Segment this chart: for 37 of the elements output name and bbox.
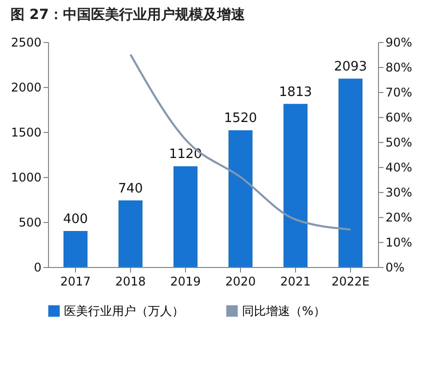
y2-tick-label: 10% [386, 236, 412, 250]
x-tick-label: 2019 [170, 274, 201, 288]
data-label: 400 [63, 212, 88, 227]
x-tick-label: 2022E [331, 274, 370, 288]
x-tick-label: 2020 [225, 274, 256, 288]
y-tick-label: 500 [18, 216, 42, 230]
y-tick-label: 1000 [10, 170, 42, 184]
y2-tick-label: 40% [386, 160, 412, 174]
data-label: 2093 [334, 60, 368, 75]
data-label: 740 [118, 181, 143, 196]
y-tick-label: 2000 [10, 80, 42, 94]
bar [338, 78, 362, 267]
x-tick-label: 2017 [60, 274, 91, 288]
y2-tick-label: 0% [386, 260, 405, 274]
chart-title: 图 27：中国医美行业用户规模及增速 [10, 6, 246, 23]
bar [174, 166, 198, 267]
bar [64, 231, 88, 267]
legend-label: 同比增速（%） [242, 304, 326, 318]
bar [284, 104, 308, 267]
y2-tick-label: 90% [386, 36, 412, 50]
data-label: 1813 [278, 84, 312, 100]
y2-tick-label: 20% [386, 210, 412, 224]
data-label: 1520 [224, 111, 258, 126]
bar [118, 200, 142, 267]
y-tick-label: 2500 [10, 36, 42, 50]
bar [228, 130, 252, 267]
y2-tick-label: 80% [386, 60, 412, 74]
data-label: 1120 [168, 147, 202, 162]
y2-tick-label: 70% [386, 86, 412, 100]
y2-tick-label: 30% [386, 186, 412, 200]
x-tick-label: 2018 [115, 274, 146, 288]
y-tick-label: 1500 [10, 126, 42, 140]
legend-label: 医美行业用户（万人） [64, 304, 184, 318]
y2-tick-label: 60% [386, 110, 412, 124]
y-tick-label: 0 [34, 260, 42, 274]
y2-tick-label: 50% [386, 136, 412, 150]
x-tick-label: 2021 [280, 274, 311, 288]
